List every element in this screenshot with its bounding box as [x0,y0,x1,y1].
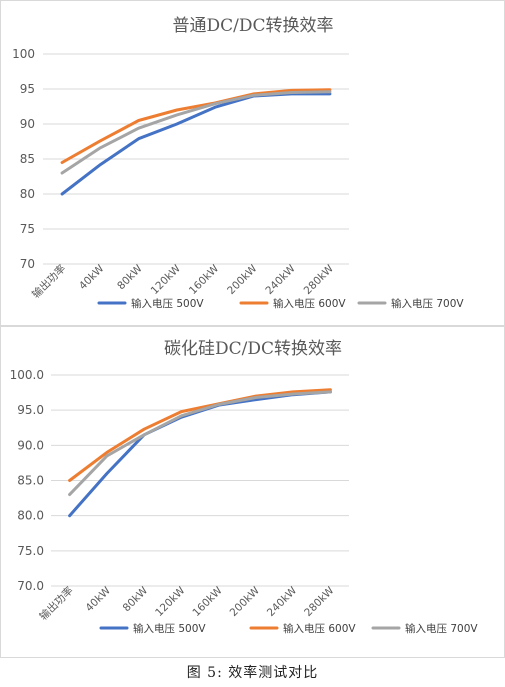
x-tick-label: 280kW [302,584,337,619]
x-tick-label: 80kW [121,584,151,614]
chart-title: 普通DC/DC转换效率 [172,16,333,36]
chart-sic-dcdc: 碳化硅DC/DC转换效率 100.0 95.0 90.0 85.0 80.0 75.0 70.… [10,339,479,635]
y-tick-label: 75.0 [17,544,44,558]
y-tick-label: 100 [12,47,35,61]
y-tick-label: 95.0 [17,403,44,417]
y-tick-label: 85.0 [17,474,44,488]
y-tick-label: 90 [20,117,35,131]
series-line-2 [60,88,332,164]
series-line-3 [60,90,332,175]
x-tick-label: 80kW [115,262,145,292]
y-tick-label: 75 [20,222,35,236]
x-tick-label: 输出功率 [29,262,68,301]
y-tick-label: 95 [20,82,35,96]
x-tick-label: 240kW [263,262,298,297]
x-tick-label: 280kW [302,262,337,297]
x-tick-label: 200kW [228,584,263,619]
y-tick-label: 90.0 [17,438,44,452]
x-tick-label: 120kW [149,262,184,297]
legend-label-2: 输入电压 600V [283,622,356,635]
x-tick-label: 160kW [187,262,222,297]
chart-panel-sic: 碳化硅DC/DC转换效率 100.0 95.0 90.0 85.0 80.0 75.0 70.… [0,326,505,658]
legend-label-3: 输入电压 700V [391,297,464,310]
chart-title: 碳化硅DC/DC转换效率 [164,339,342,359]
legend-label-3: 输入电压 700V [405,622,478,635]
series-line-2 [68,388,332,482]
legend-label-1: 输入电压 500V [133,622,206,635]
x-tick-label: 240kW [265,584,300,619]
y-tick-label: 100.0 [10,368,44,382]
y-tick-label: 80 [20,187,35,201]
series-line-3 [68,390,332,497]
y-tick-label: 80.0 [17,509,44,523]
x-tick-label: 200kW [225,262,260,297]
x-tick-label: 40kW [83,584,113,614]
legend-label-1: 输入电压 500V [131,297,204,310]
x-tick-label: 120kW [153,584,188,619]
legend-label-2: 输入电压 600V [273,297,346,310]
x-tick-label: 40kW [77,262,107,292]
x-tick-label: 160kW [190,584,225,619]
figure-caption: 图 5: 效率测试对比 [186,665,319,681]
y-tick-label: 85 [20,152,35,166]
y-tick-label: 70.0 [17,579,44,593]
y-tick-label: 70 [20,257,35,271]
chart-panel-standard: 普通DC/DC转换效率 100 95 90 85 80 75 70 输出功率 40kW 80kW 12… [0,0,505,326]
